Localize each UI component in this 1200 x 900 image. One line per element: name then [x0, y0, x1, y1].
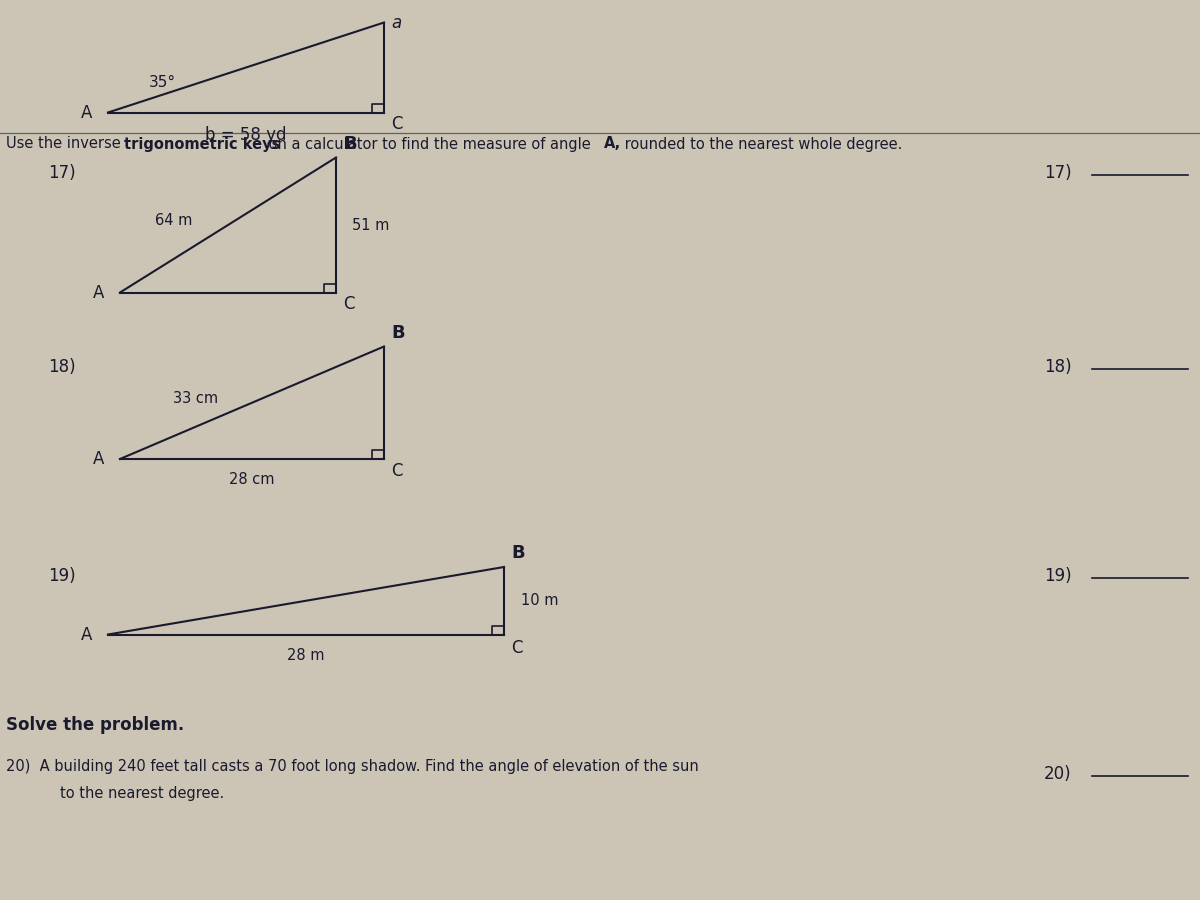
- Text: 28 cm: 28 cm: [229, 472, 275, 488]
- Text: trigonometric keys: trigonometric keys: [124, 137, 281, 151]
- Text: 51 m: 51 m: [352, 218, 389, 232]
- Text: C: C: [343, 295, 355, 313]
- Text: 28 m: 28 m: [287, 648, 325, 663]
- Text: A,: A,: [604, 137, 622, 151]
- Text: Use the inverse: Use the inverse: [6, 137, 125, 151]
- Text: a: a: [391, 14, 402, 32]
- Text: on a calculator to find the measure of angle: on a calculator to find the measure of a…: [264, 137, 596, 151]
- Text: 19): 19): [48, 567, 76, 585]
- Text: B: B: [511, 544, 524, 562]
- Text: Solve the problem.: Solve the problem.: [6, 716, 185, 733]
- Text: 18): 18): [48, 358, 76, 376]
- Text: C: C: [391, 462, 403, 480]
- Text: 35°: 35°: [149, 75, 175, 90]
- Text: rounded to the nearest whole degree.: rounded to the nearest whole degree.: [619, 137, 902, 151]
- Text: 64 m: 64 m: [155, 213, 192, 228]
- Text: B: B: [391, 324, 404, 342]
- Text: 19): 19): [1044, 567, 1072, 585]
- Text: A: A: [82, 104, 92, 122]
- Text: 18): 18): [1044, 358, 1072, 376]
- Text: 17): 17): [48, 164, 76, 182]
- Text: B: B: [343, 135, 356, 153]
- Text: 20): 20): [1044, 765, 1072, 783]
- Text: 17): 17): [1044, 164, 1072, 182]
- Text: 10 m: 10 m: [521, 593, 558, 608]
- Text: b = 58 yd: b = 58 yd: [205, 126, 287, 144]
- Text: A: A: [94, 450, 104, 468]
- Text: 33 cm: 33 cm: [173, 391, 218, 406]
- Text: A: A: [82, 626, 92, 644]
- Text: to the nearest degree.: to the nearest degree.: [60, 787, 224, 801]
- Text: C: C: [511, 639, 523, 657]
- Text: 20)  A building 240 feet tall casts a 70 foot long shadow. Find the angle of ele: 20) A building 240 feet tall casts a 70 …: [6, 760, 698, 774]
- Text: A: A: [94, 284, 104, 302]
- Text: C: C: [391, 115, 403, 133]
